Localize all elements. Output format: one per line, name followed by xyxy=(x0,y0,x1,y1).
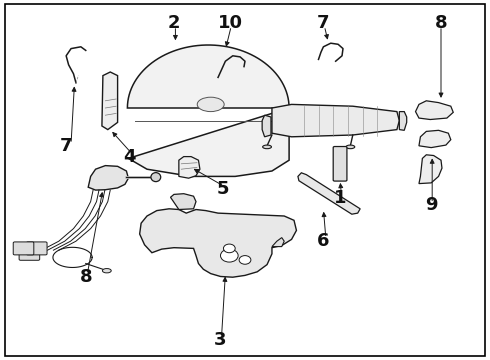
Ellipse shape xyxy=(151,173,161,182)
Text: 8: 8 xyxy=(79,268,92,286)
Text: 4: 4 xyxy=(123,148,136,166)
FancyBboxPatch shape xyxy=(19,247,40,260)
Polygon shape xyxy=(272,238,284,247)
Polygon shape xyxy=(262,115,271,137)
Ellipse shape xyxy=(197,97,224,112)
Text: 7: 7 xyxy=(317,14,330,32)
Text: 3: 3 xyxy=(214,331,227,349)
Polygon shape xyxy=(416,101,453,120)
Polygon shape xyxy=(179,157,200,178)
Polygon shape xyxy=(171,194,196,210)
Text: 5: 5 xyxy=(217,180,229,198)
Circle shape xyxy=(239,256,251,264)
Polygon shape xyxy=(272,104,399,137)
Polygon shape xyxy=(102,72,118,130)
Polygon shape xyxy=(140,209,296,277)
Text: 1: 1 xyxy=(334,189,347,207)
Text: 2: 2 xyxy=(168,14,180,32)
Text: 6: 6 xyxy=(317,232,330,250)
Circle shape xyxy=(223,244,235,253)
Circle shape xyxy=(220,249,238,262)
Text: 7: 7 xyxy=(60,137,73,155)
Polygon shape xyxy=(419,130,451,148)
Ellipse shape xyxy=(263,145,271,149)
Ellipse shape xyxy=(346,145,355,149)
Polygon shape xyxy=(127,45,289,176)
Polygon shape xyxy=(399,112,407,130)
Polygon shape xyxy=(298,173,360,214)
Text: 9: 9 xyxy=(425,196,438,214)
Text: 10: 10 xyxy=(218,14,243,32)
Ellipse shape xyxy=(102,269,111,273)
FancyBboxPatch shape xyxy=(333,147,347,181)
Text: 8: 8 xyxy=(435,14,447,32)
Polygon shape xyxy=(88,166,128,190)
Polygon shape xyxy=(419,155,442,184)
FancyBboxPatch shape xyxy=(26,242,47,255)
FancyBboxPatch shape xyxy=(13,242,34,255)
